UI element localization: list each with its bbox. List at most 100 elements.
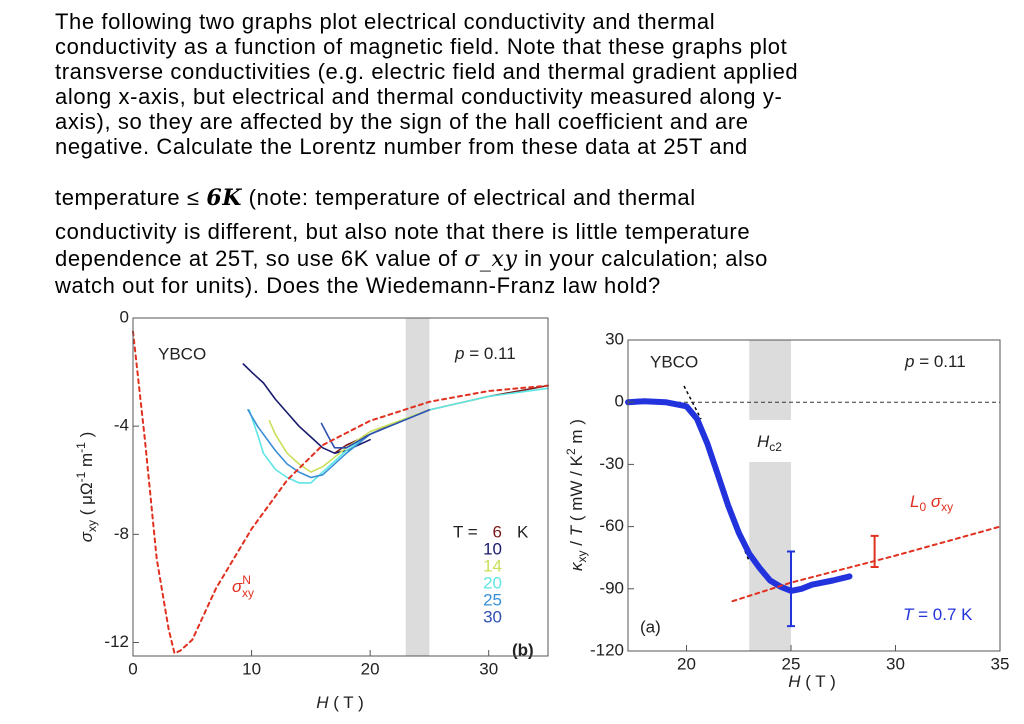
y-tick-label: 0 bbox=[120, 307, 129, 326]
text: in your calculation; also bbox=[517, 246, 768, 271]
legend-title: T = bbox=[453, 522, 478, 541]
label-part: 2 bbox=[564, 448, 578, 455]
data-line bbox=[731, 525, 1001, 603]
question-line: conductivity is different, but also note… bbox=[55, 219, 751, 244]
y-tick-label: -90 bbox=[599, 578, 624, 597]
label-part: = 0.7 K bbox=[913, 605, 973, 624]
x-tick-label: 0 bbox=[128, 659, 137, 678]
data-line bbox=[132, 330, 549, 655]
y-tick-label: 0 bbox=[615, 392, 624, 411]
y-tick-label: -30 bbox=[599, 454, 624, 473]
y-axis-label: κxy / T ( mW / K2 m ) bbox=[564, 419, 589, 571]
y-tick-label: -12 bbox=[104, 632, 129, 651]
annotation: (b) bbox=[512, 640, 534, 659]
shaded-band bbox=[749, 340, 792, 420]
annotation: p = 0.11 bbox=[454, 344, 516, 363]
annotation: L0 σxy bbox=[910, 492, 953, 514]
x-tick-label: 30 bbox=[886, 654, 905, 673]
label-part: xy bbox=[575, 550, 589, 562]
label-part: ( T ) bbox=[801, 672, 836, 691]
question-line: transverse conductivities (e.g. electric… bbox=[55, 59, 799, 84]
error-bar bbox=[870, 534, 879, 569]
question-line: watch out for units). Does the Wiedemann… bbox=[55, 273, 661, 298]
label-part: c2 bbox=[769, 440, 782, 454]
question-line: axis), so they are affected by the sign … bbox=[55, 109, 749, 134]
label-part: σ bbox=[926, 492, 942, 511]
math: 6K bbox=[206, 185, 242, 211]
label-part: = 0.11 bbox=[914, 352, 965, 371]
y-axis-label: σxy ( μΩ-1 m-1 ) bbox=[74, 432, 99, 543]
label-part: xy bbox=[941, 500, 953, 514]
label-part: m ) bbox=[567, 419, 586, 448]
question-line: negative. Calculate the Lorentz number f… bbox=[55, 134, 748, 159]
x-axis-label: H ( T ) bbox=[788, 672, 836, 691]
label-part: xy bbox=[85, 520, 99, 532]
label-part: N bbox=[242, 573, 251, 587]
label-part: κ bbox=[567, 561, 586, 571]
question-line: The following two graphs plot electrical… bbox=[55, 9, 716, 34]
label-part: p bbox=[454, 344, 464, 363]
annotation: Hc2 bbox=[757, 432, 782, 454]
legend-label: 10 bbox=[483, 539, 502, 558]
x-axis-label: H ( T ) bbox=[316, 693, 364, 712]
x-tick-label: 25 bbox=[782, 654, 801, 673]
data-line bbox=[333, 384, 549, 454]
y-tick-label: -60 bbox=[599, 516, 624, 535]
y-tick-label: -8 bbox=[114, 524, 129, 543]
label-part: m bbox=[77, 453, 96, 472]
question-line: along x-axis, but electrical and thermal… bbox=[55, 84, 783, 109]
annotation: (a) bbox=[640, 617, 661, 636]
label-part: σ bbox=[77, 531, 96, 542]
plot-frame bbox=[627, 339, 1001, 652]
data-line bbox=[268, 395, 490, 473]
legend-label: 30 bbox=[483, 607, 502, 626]
label-part: ( T ) bbox=[329, 693, 364, 712]
y-tick-label: 30 bbox=[605, 329, 624, 348]
legend-label: 25 bbox=[483, 590, 502, 609]
data-line bbox=[242, 363, 371, 454]
shaded-band bbox=[749, 462, 792, 651]
annotation: YBCO bbox=[158, 344, 206, 363]
label-part: -1 bbox=[74, 471, 88, 482]
label-part: 0 bbox=[919, 500, 926, 514]
annotation: YBCO bbox=[650, 352, 698, 371]
annotation: σN xy bbox=[232, 573, 254, 600]
x-tick-label: 10 bbox=[242, 659, 261, 678]
x-tick-label: 30 bbox=[479, 659, 498, 678]
label-part: T bbox=[567, 524, 586, 536]
x-tick-label: 20 bbox=[677, 654, 696, 673]
y-tick-label: -4 bbox=[114, 416, 129, 435]
question-line: dependence at 25T, so use 6K value of σ_… bbox=[55, 247, 768, 272]
error-bar bbox=[787, 550, 796, 628]
label-part: H bbox=[788, 672, 801, 691]
legend-label: 14 bbox=[483, 556, 502, 575]
data-line bbox=[320, 409, 431, 449]
text: temperature ≤ bbox=[55, 185, 207, 210]
math: σ_xy bbox=[464, 247, 518, 272]
text: dependence at 25T, so use 6K value of bbox=[55, 246, 465, 271]
x-tick-label: 35 bbox=[991, 654, 1010, 673]
question-line: temperature ≤ 6K (note: temperature of e… bbox=[55, 185, 696, 211]
label-part: H bbox=[316, 693, 329, 712]
y-tick-label: -120 bbox=[590, 640, 624, 659]
label-part: ) bbox=[77, 432, 96, 442]
annotation: p = 0.11 bbox=[904, 352, 966, 371]
label-part: σ bbox=[232, 577, 243, 596]
shaded-band bbox=[405, 318, 430, 656]
legend-label: 6 bbox=[493, 522, 502, 541]
plot-frame bbox=[132, 317, 549, 657]
label-part: -1 bbox=[74, 442, 88, 453]
data-line bbox=[625, 398, 853, 594]
question-line: conductivity as a function of magnetic f… bbox=[55, 34, 788, 59]
label-part: = 0.11 bbox=[464, 344, 515, 363]
legend-label: 20 bbox=[483, 573, 502, 592]
label-part: p bbox=[904, 352, 914, 371]
text: (note: temperature of electrical and the… bbox=[241, 185, 696, 210]
x-tick-label: 20 bbox=[361, 659, 380, 678]
label-part: H bbox=[757, 432, 770, 451]
label-part: ( mW / K bbox=[567, 454, 586, 525]
label-part: ( μΩ bbox=[77, 482, 96, 520]
label-part: xy bbox=[242, 586, 254, 600]
legend-unit: K bbox=[517, 522, 529, 541]
